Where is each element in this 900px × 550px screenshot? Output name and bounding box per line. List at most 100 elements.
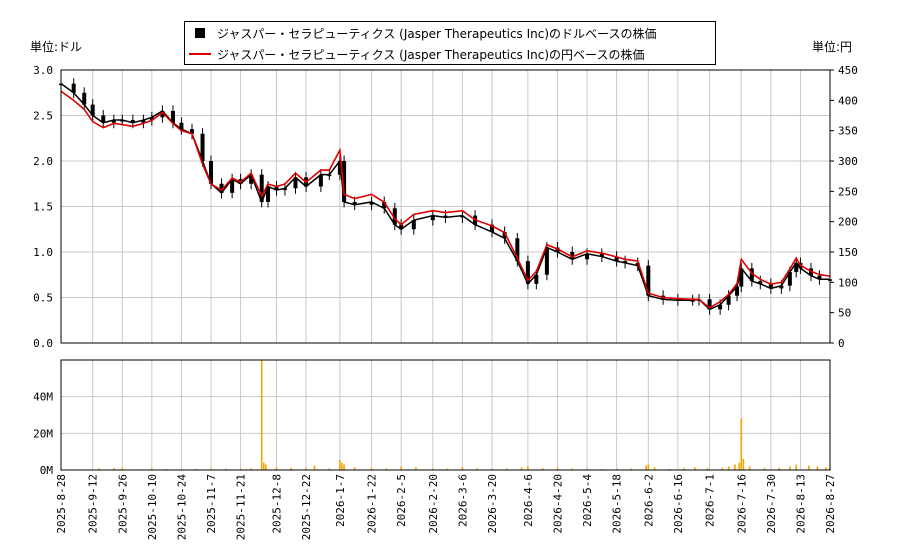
volume-bar <box>343 464 345 470</box>
usd-price-line <box>60 83 830 311</box>
volume-bar <box>476 468 478 470</box>
usd-candle-body <box>635 262 640 266</box>
x-tick-label: 2025-9-12 <box>87 474 100 534</box>
usd-candle-body <box>90 104 95 116</box>
volume-bar <box>721 467 724 470</box>
usd-candle-body <box>515 238 520 262</box>
legend-swatch-usd <box>195 28 205 38</box>
volume-tick-label: 20M <box>33 427 53 440</box>
usd-candle-body <box>779 285 784 289</box>
usd-candle-body <box>758 281 763 284</box>
volume-bar <box>556 467 559 470</box>
usd-candle-body <box>266 186 271 202</box>
usd-candle-body <box>219 183 224 193</box>
volume-bar <box>630 468 633 470</box>
volume-bar <box>461 467 464 470</box>
usd-candle-body <box>130 120 135 123</box>
usd-candle-body <box>259 174 264 202</box>
volume-bar <box>446 468 449 470</box>
usd-candle-body <box>101 115 106 123</box>
legend-item-usd: ジャスパー・セラピューティクス (Jasper Therapeutics Inc… <box>189 23 656 43</box>
usd-candle-body <box>282 188 287 191</box>
volume-bar <box>224 468 227 470</box>
usd-candle-body <box>82 92 87 105</box>
volume-bar <box>727 466 730 470</box>
volume-bar <box>328 468 331 470</box>
usd-candle-body <box>230 179 235 193</box>
volume-bar <box>385 468 388 470</box>
usd-candle-body <box>489 224 494 232</box>
volume-bar <box>339 459 341 470</box>
volume-bar <box>239 468 242 470</box>
usd-candle-body <box>726 295 731 305</box>
y-right-tick-label: 200 <box>838 216 858 229</box>
x-tick-label: 2026-2-20 <box>427 474 440 534</box>
volume-bar <box>706 468 709 470</box>
usd-candle-body <box>525 261 530 284</box>
usd-candle-body <box>399 224 404 230</box>
x-tick-label: 2025-8-28 <box>55 474 68 534</box>
usd-candle-body <box>544 247 549 275</box>
volume-bar <box>734 464 736 470</box>
x-tick-label: 2026-1-22 <box>366 474 379 534</box>
volume-bar <box>586 468 588 470</box>
legend-item-jpy: ジャスパー・セラピューティクス (Jasper Therapeutics Inc… <box>189 44 644 64</box>
y-right-tick-label: 400 <box>838 94 858 107</box>
x-tick-label: 2025-10-10 <box>146 474 159 540</box>
usd-candle-body <box>502 231 507 239</box>
legend: ジャスパー・セラピューティクス (Jasper Therapeutics Inc… <box>184 21 716 65</box>
legend-label-usd: ジャスパー・セラピューティクス (Jasper Therapeutics Inc… <box>217 26 657 41</box>
volume-bar <box>748 466 751 470</box>
jpy-price-line <box>60 90 831 309</box>
usd-candle-body <box>249 174 254 184</box>
volume-bar <box>370 467 373 470</box>
volume-bar <box>647 464 650 470</box>
usd-candle-body <box>369 201 374 205</box>
usd-candle-body <box>318 174 323 187</box>
volume-bar <box>313 465 316 470</box>
usd-candle-body <box>570 252 575 260</box>
x-tick-label: 2026-6-2 <box>642 474 655 527</box>
y-right-tick-label: 300 <box>838 155 858 168</box>
usd-candle-body <box>817 275 822 280</box>
x-tick-label: 2025-10-24 <box>175 474 188 541</box>
volume-bar <box>763 468 766 470</box>
usd-candle-body <box>749 268 754 282</box>
volume-bar <box>668 468 671 470</box>
volume-bar <box>98 468 100 470</box>
y-left-tick-label: 2.5 <box>33 110 53 123</box>
volume-bar <box>195 468 198 470</box>
y-left-tick-label: 0.0 <box>33 337 53 350</box>
usd-candle-body <box>342 161 347 202</box>
x-tick-label: 2026-8-13 <box>794 474 807 534</box>
x-tick-label: 2026-3-20 <box>486 474 499 534</box>
usd-candle-body <box>293 177 298 189</box>
usd-candle-body <box>443 215 448 218</box>
volume-bar <box>808 465 810 470</box>
y-left-tick-label: 1.0 <box>33 246 53 259</box>
volume-panel <box>61 360 830 470</box>
volume-bar <box>683 468 686 470</box>
usd-candle-body <box>768 283 773 289</box>
y-right-tick-label: 350 <box>838 125 858 138</box>
right-unit-label: 単位:円 <box>811 40 852 54</box>
x-tick-label: 2026-7-1 <box>704 474 717 527</box>
y-right-tick-label: 450 <box>838 64 858 77</box>
usd-candle-body <box>534 274 539 284</box>
volume-bar <box>341 462 343 470</box>
x-tick-label: 2026-1-7 <box>334 474 347 527</box>
y-right-tick-label: 250 <box>838 185 858 198</box>
y-right-tick-label: 150 <box>838 246 858 259</box>
volume-bar <box>415 467 417 470</box>
usd-candle-body <box>735 286 740 296</box>
volume-tick-label: 40M <box>33 391 53 404</box>
x-tick-label: 2025-11-21 <box>235 474 248 540</box>
volume-bar <box>210 468 212 470</box>
volume-tick-label: 0M <box>40 464 54 477</box>
usd-candle-body <box>352 201 357 205</box>
usd-candle-body <box>141 120 146 123</box>
x-tick-label: 2026-2-5 <box>395 474 408 527</box>
usd-candle-body <box>208 161 213 184</box>
x-tick-label: 2026-8-27 <box>824 474 837 534</box>
